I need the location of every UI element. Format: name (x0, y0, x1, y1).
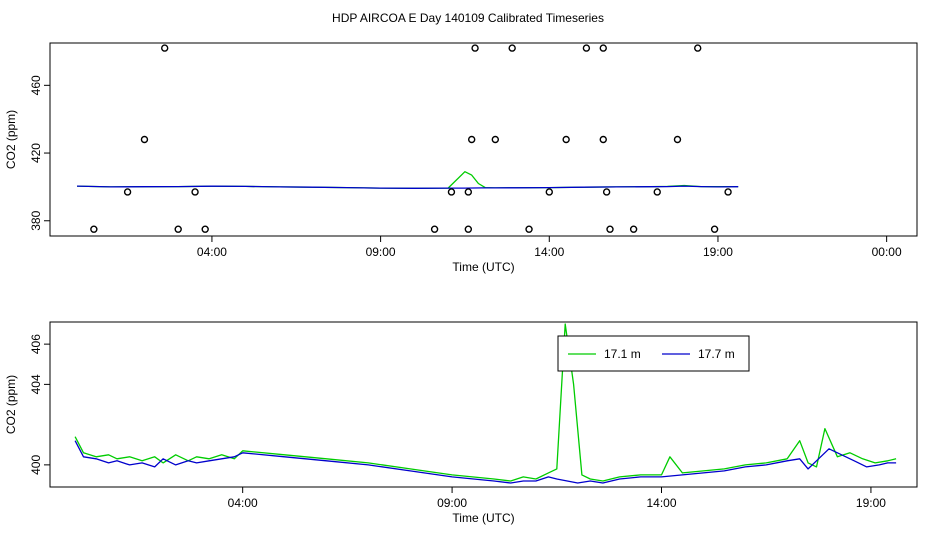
legend: 17.1 m 17.7 m (557, 335, 750, 372)
series-line-top-17-1-m (76, 171, 739, 189)
x-tick-label-top-04-00: 04:00 (197, 245, 227, 259)
scatter-point-top-15 (525, 225, 533, 233)
scatter-point-top-2 (140, 135, 149, 144)
scatter-point-top-23 (629, 225, 638, 233)
scatter-point-top-9 (464, 225, 473, 233)
y-axis-bottom: 400 404 406 (29, 334, 50, 475)
y-tick-label-bottom-400: 400 (29, 455, 43, 475)
series-group-bottom (74, 323, 897, 484)
scatter-point-top-14 (508, 44, 516, 52)
scatter-point-top-21 (602, 188, 611, 196)
x-axis-label-top: Time (UTC) (452, 260, 514, 274)
x-tick-label-top-09-00: 09:00 (366, 245, 396, 259)
x-axis-top: 04:00 09:00 14:00 19:00 00:00 (197, 236, 902, 259)
scatter-point-top-5 (191, 188, 199, 196)
figure-title: HDP AIRCOA E Day 140109 Calibrated Times… (332, 11, 604, 25)
scatter-point-top-7 (430, 225, 439, 233)
scatter-point-top-1 (123, 188, 132, 196)
y-tick-label-top-460: 460 (29, 75, 43, 95)
legend-label-17-1m: 17.1 m (604, 347, 641, 361)
y-axis-top: 380 420 460 (29, 75, 50, 231)
scatter-point-top-25 (673, 135, 682, 144)
x-tick-label-top-00-00: 00:00 (872, 245, 902, 259)
y-tick-label-top-420: 420 (29, 143, 43, 163)
scatter-point-top-22 (606, 225, 614, 233)
x-tick-label-top-14-00: 14:00 (534, 245, 564, 259)
x-axis-label-bottom: Time (UTC) (452, 511, 514, 525)
scatter-point-top-8 (447, 188, 456, 196)
legend-label-17-7m: 17.7 m (698, 347, 735, 361)
y-axis-label-top: CO2 (ppm) (4, 110, 18, 169)
points-group-top (90, 44, 732, 233)
scatter-point-top-4 (174, 225, 182, 233)
scatter-point-top-27 (710, 225, 719, 233)
scatter-point-top-10 (464, 188, 473, 196)
scatter-point-top-3 (161, 44, 169, 52)
x-tick-label-bottom-04-00: 04:00 (228, 496, 258, 510)
scatter-point-top-28 (724, 188, 732, 196)
scatter-point-top-19 (599, 44, 607, 52)
panel-bottom: 04:00 09:00 14:00 19:00 400 404 406 Time (UTC… (4, 321, 918, 525)
scatter-point-top-11 (467, 135, 476, 144)
scatter-point-top-17 (562, 135, 570, 144)
x-tick-label-bottom-14-00: 14:00 (646, 496, 676, 510)
panel-top: 04:00 09:00 14:00 19:00 00:00 380 420 460 Time… (4, 42, 918, 274)
y-tick-label-bottom-404: 404 (29, 374, 43, 394)
y-tick-label-top-380: 380 (29, 210, 43, 230)
x-axis-bottom: 04:00 09:00 14:00 19:00 (228, 487, 886, 510)
series-group-top (76, 171, 739, 189)
series-line-top-17-7-m (76, 185, 739, 189)
plot-frame-top (49, 42, 918, 237)
scatter-point-top-20 (599, 135, 607, 144)
y-axis-label-bottom: CO2 (ppm) (4, 375, 18, 434)
scatter-point-top-0 (90, 225, 98, 233)
scatter-point-top-6 (201, 225, 209, 233)
scatter-point-top-16 (545, 188, 553, 196)
x-tick-label-bottom-19-00: 19:00 (856, 496, 886, 510)
scatter-point-top-26 (694, 44, 702, 52)
scatter-point-top-18 (582, 44, 591, 52)
y-tick-label-bottom-406: 406 (29, 334, 43, 354)
series-line-bottom-17-1-m (74, 323, 897, 482)
plot-frame-bottom (49, 321, 918, 488)
scatter-point-top-12 (471, 44, 479, 52)
scatter-point-top-13 (491, 135, 500, 144)
x-tick-label-bottom-09-00: 09:00 (437, 496, 467, 510)
series-line-bottom-17-7-m (74, 440, 897, 484)
x-tick-label-top-19-00: 19:00 (703, 245, 733, 259)
scatter-point-top-24 (653, 188, 661, 196)
